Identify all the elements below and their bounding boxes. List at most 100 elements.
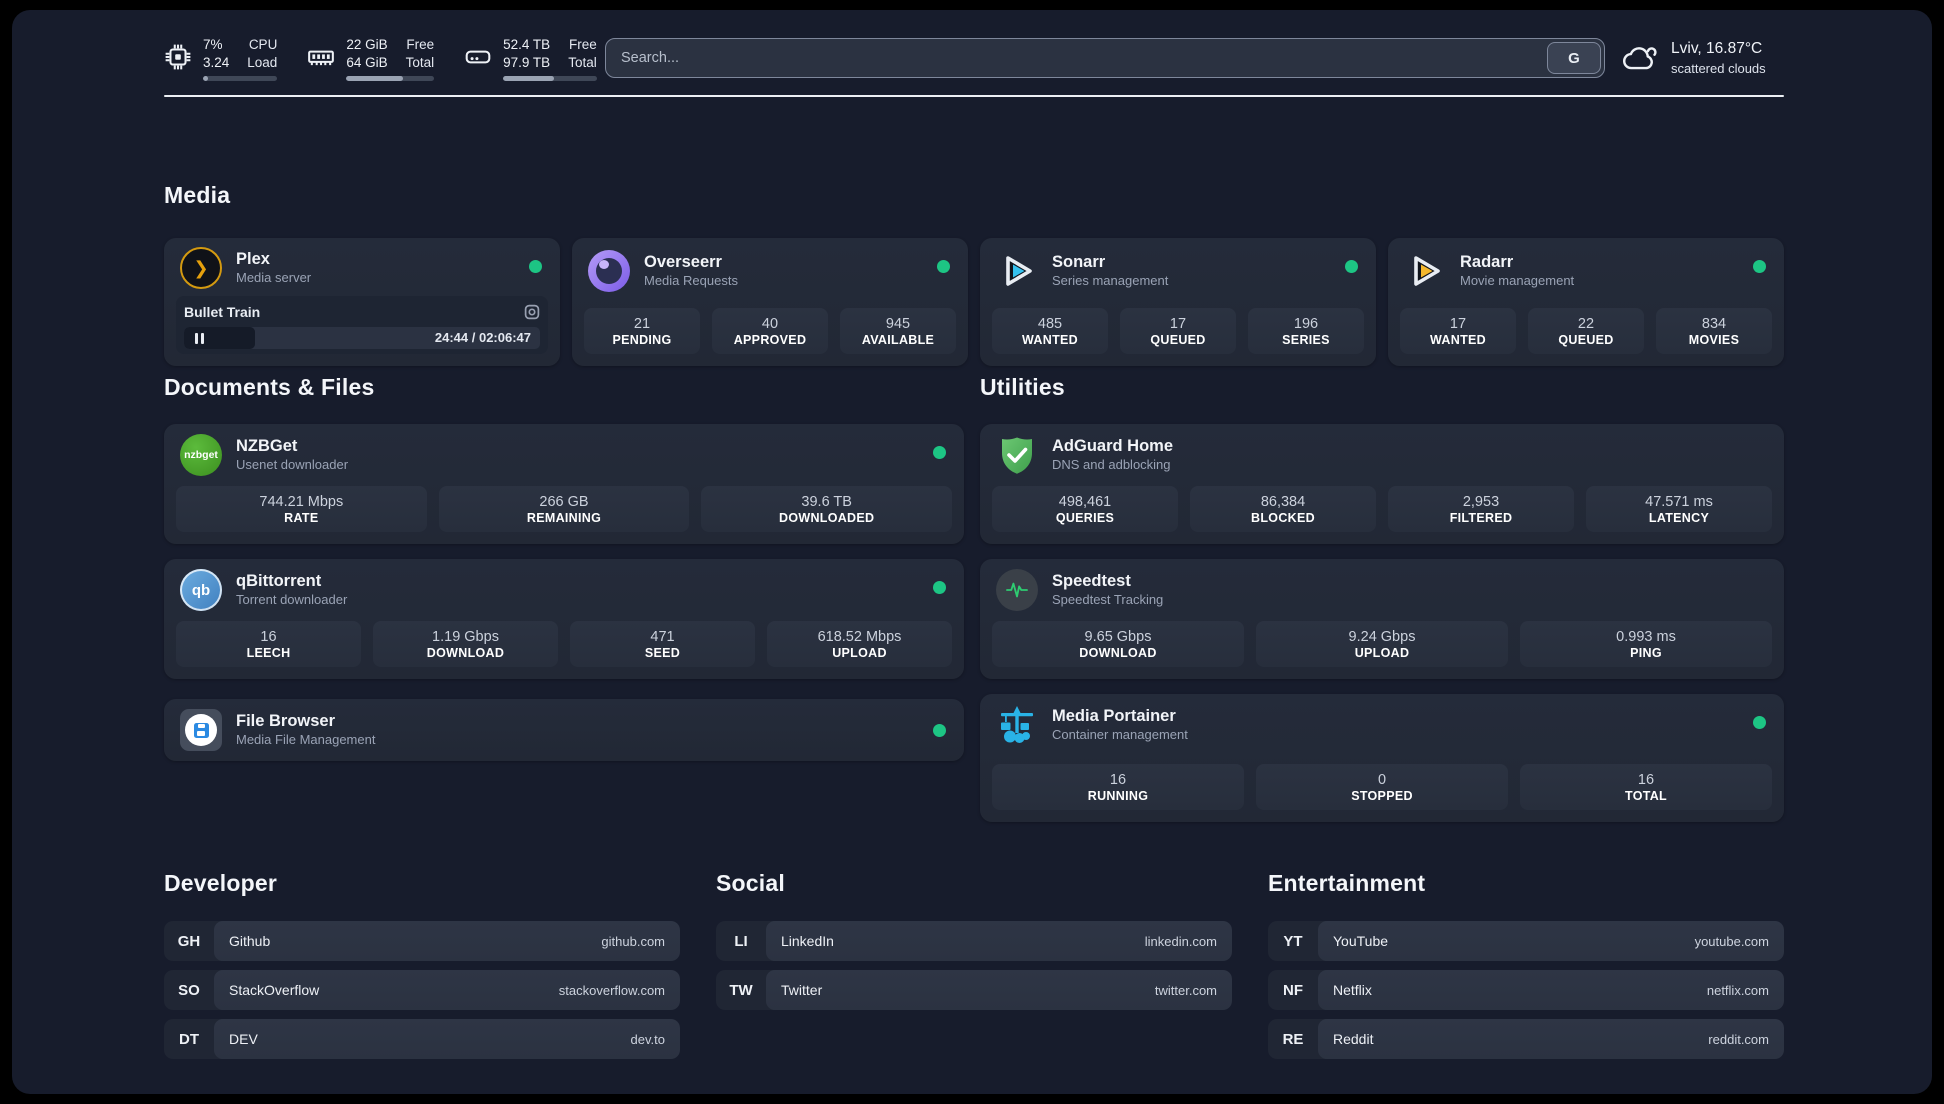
plex-now-playing: Bullet Train 24:44 / 02:06:47: [176, 296, 548, 354]
app-name: AdGuard Home: [1052, 437, 1174, 456]
disk-icon: [465, 50, 491, 64]
search-bar: G: [605, 38, 1605, 78]
link-reddit[interactable]: RE Reddit reddit.com: [1268, 1019, 1784, 1059]
playback-time: 24:44 / 02:06:47: [434, 330, 531, 345]
link-dev[interactable]: DT DEV dev.to: [164, 1019, 680, 1059]
portainer-icon: [996, 704, 1038, 746]
link-abbr: YT: [1283, 932, 1303, 950]
speedtest-card[interactable]: Speedtest Speedtest Tracking 9.65 Gbps DO…: [980, 559, 1784, 679]
status-online-dot: [1753, 716, 1766, 729]
section-title-entertainment: Entertainment: [1268, 870, 1426, 896]
link-abbr: DT: [179, 1030, 199, 1048]
section-title-developer: Developer: [164, 870, 278, 896]
link-github[interactable]: GH Github github.com: [164, 921, 680, 961]
cpu-progress-bar: [203, 76, 278, 82]
app-description: DNS and adblocking: [1052, 456, 1171, 472]
cpu-load-value: 3.24: [203, 54, 230, 70]
app-description: Media Requests: [644, 272, 738, 288]
search-engine-button[interactable]: G: [1547, 42, 1601, 74]
stat-queries: 498,461 QUERIES: [992, 486, 1178, 532]
social-column: Social LI LinkedIn linkedin.com TW Twitt…: [716, 870, 1232, 1010]
session-target-icon[interactable]: [524, 304, 540, 320]
pause-icon[interactable]: [195, 332, 204, 344]
storage-free-value: 52.4 TB: [503, 37, 551, 52]
stat-approved: 40 APPROVED: [712, 308, 828, 354]
status-online-dot: [933, 446, 946, 459]
sonarr-icon: [996, 250, 1038, 292]
app-description: Container management: [1052, 726, 1188, 742]
link-abbr: LI: [734, 932, 748, 950]
adguard-card[interactable]: AdGuard Home DNS and adblocking 498,461 Q…: [980, 424, 1784, 544]
storage-progress-bar: [503, 76, 597, 82]
memory-progress-bar: [346, 76, 435, 82]
link-netflix[interactable]: NF Netflix netflix.com: [1268, 970, 1784, 1010]
stat-latency: 47.571 ms LATENCY: [1586, 486, 1772, 532]
status-online-dot: [1345, 260, 1358, 273]
stat-leech: 16 LEECH: [176, 621, 361, 667]
qbittorrent-card[interactable]: qb qBittorrent Torrent downloader 16 LEEC…: [164, 559, 964, 679]
section-title-social: Social: [716, 870, 785, 896]
search-input[interactable]: [606, 39, 1549, 77]
portainer-card[interactable]: Media Portainer Container management 16 R…: [980, 694, 1784, 822]
weather-condition: scattered clouds: [1671, 60, 1766, 76]
weather-location-temp: Lviv, 16.87°C: [1671, 40, 1763, 57]
memory-widget: 22 GiB 64 GiB Free Total: [307, 36, 435, 82]
link-abbr: TW: [729, 981, 753, 999]
top-bar: 7% 3.24 CPU Load: [164, 36, 1784, 88]
link-youtube[interactable]: YT YouTube youtube.com: [1268, 921, 1784, 961]
sonarr-card[interactable]: Sonarr Series management 485 WANTED 17 QUE…: [980, 238, 1376, 366]
qbittorrent-icon: qb: [180, 569, 222, 611]
radarr-card[interactable]: Radarr Movie management 17 WANTED 22 QUEUE…: [1388, 238, 1784, 366]
cloud-icon: [1623, 47, 1657, 70]
link-abbr: GH: [177, 932, 201, 950]
plex-icon: ❯: [180, 247, 222, 289]
plex-card[interactable]: ❯ Plex Media server Bullet Train 24:44 /…: [164, 238, 560, 366]
storage-free-label: Free: [568, 37, 597, 52]
app-name: Speedtest: [1052, 572, 1131, 591]
playback-progress-bar[interactable]: 24:44 / 02:06:47: [184, 327, 540, 349]
stat-available: 945 AVAILABLE: [840, 308, 956, 354]
now-playing-title: Bullet Train: [184, 304, 261, 320]
stat-download: 1.19 Gbps DOWNLOAD: [373, 621, 558, 667]
overseerr-card[interactable]: Overseerr Media Requests 21 PENDING 40 APP…: [572, 238, 968, 366]
overseerr-icon: [588, 250, 630, 292]
speedtest-icon: [996, 569, 1038, 611]
stat-series: 196 SERIES: [1248, 308, 1364, 354]
cpu-load-label: Load: [247, 54, 278, 70]
app-description: Series management: [1052, 272, 1169, 288]
app-name: Sonarr: [1052, 253, 1106, 272]
stat-downloaded: 39.6 TB DOWNLOADED: [701, 486, 953, 532]
stat-total: 16 TOTAL: [1520, 764, 1772, 810]
app-description: Movie management: [1460, 272, 1575, 288]
stat-remaining: 266 GB REMAINING: [438, 486, 690, 532]
cpu-widget: 7% 3.24 CPU Load: [164, 36, 278, 82]
memory-free-value: 22 GiB: [346, 37, 388, 52]
stat-movies: 834 MOVIES: [1656, 308, 1772, 354]
memory-free-label: Free: [406, 37, 435, 52]
link-abbr: NF: [1283, 981, 1303, 999]
section-title-utilities: Utilities: [980, 374, 1065, 400]
stat-wanted: 485 WANTED: [992, 308, 1108, 354]
developer-column: Developer GH Github github.com SO StackO…: [164, 870, 680, 1059]
status-online-dot: [1753, 260, 1766, 273]
status-online-dot: [933, 581, 946, 594]
nzbget-card[interactable]: nzbget NZBGet Usenet downloader 744.21 M…: [164, 424, 964, 544]
app-description: Media File Management: [236, 731, 376, 747]
link-stackoverflow[interactable]: SO StackOverflow stackoverflow.com: [164, 970, 680, 1010]
app-name: Media Portainer: [1052, 707, 1176, 726]
app-name: NZBGet: [236, 437, 298, 456]
app-name: Radarr: [1460, 253, 1514, 272]
header-divider: [164, 95, 1784, 97]
link-twitter[interactable]: TW Twitter twitter.com: [716, 970, 1232, 1010]
link-linkedin[interactable]: LI LinkedIn linkedin.com: [716, 921, 1232, 961]
stat-running: 16 RUNNING: [992, 764, 1244, 810]
cpu-usage-label: CPU: [248, 37, 278, 52]
app-name: Overseerr: [644, 253, 722, 272]
cpu-icon: [165, 44, 191, 70]
app-description: Media server: [236, 269, 312, 285]
stat-download: 9.65 Gbps DOWNLOAD: [992, 621, 1244, 667]
dashboard-canvas: 7% 3.24 CPU Load: [12, 10, 1932, 1094]
stat-stopped: 0 STOPPED: [1256, 764, 1508, 810]
stat-pending: 21 PENDING: [584, 308, 700, 354]
filebrowser-card[interactable]: File Browser Media File Management: [164, 699, 964, 761]
